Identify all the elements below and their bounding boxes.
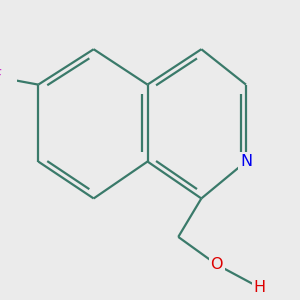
- Text: N: N: [240, 154, 252, 169]
- Text: O: O: [211, 257, 223, 272]
- Text: F: F: [0, 69, 2, 84]
- Text: H: H: [254, 280, 266, 295]
